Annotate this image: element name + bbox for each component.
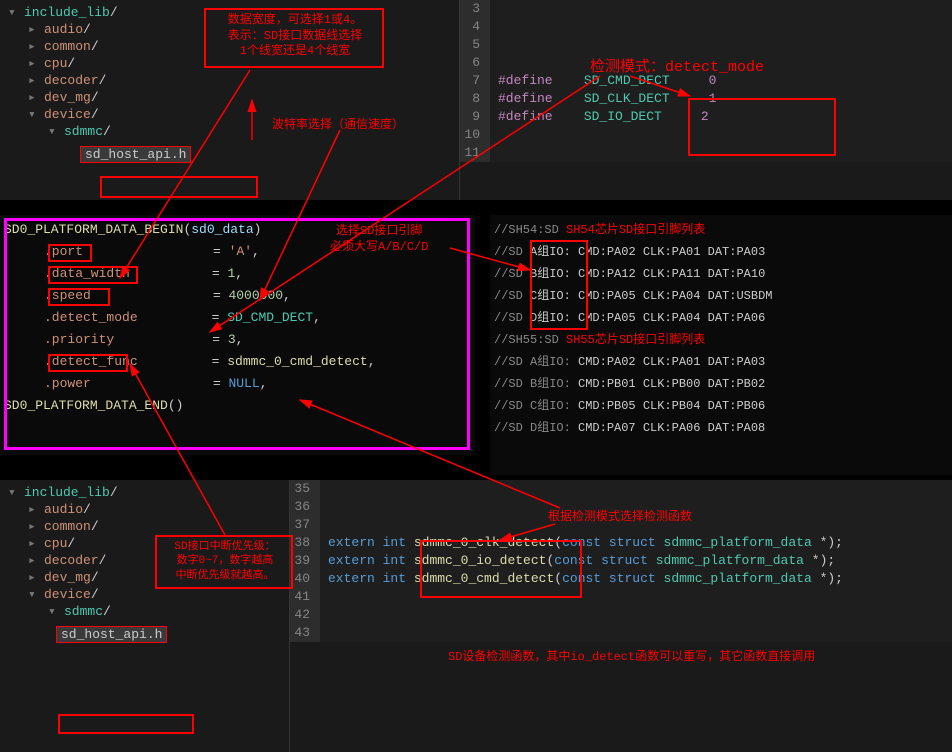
struct-begin: SD0_PLATFORM_DATA_BEGIN(sd0_data) [4, 219, 471, 241]
line-number: 38 [290, 534, 320, 552]
code-line [490, 36, 952, 54]
code-line [320, 588, 952, 606]
tree-item-device[interactable]: ▾device/ [8, 106, 451, 123]
line-number: 10 [460, 126, 490, 144]
line-number: 3 [460, 0, 490, 18]
struct-field: .detect_func= sdmmc_0_cmd_detect, [4, 351, 471, 373]
line-number: 7 [460, 72, 490, 90]
io-row: //SD D组IO: CMD:PA05 CLK:PA04 DAT:PA06 [494, 307, 948, 329]
tree-item-common[interactable]: ▸common/ [8, 518, 281, 535]
struct-end: SD0_PLATFORM_DATA_END() [4, 395, 471, 417]
line-number: 42 [290, 606, 320, 624]
line-number: 39 [290, 552, 320, 570]
file-highlight: sd_host_api.h [80, 146, 191, 163]
struct-field: .data_width= 1, [4, 263, 471, 285]
tree-item-audio[interactable]: ▸audio/ [8, 21, 451, 38]
code-line [320, 516, 952, 534]
io-row: //SD B组IO: CMD:PB01 CLK:PB00 DAT:PB02 [494, 373, 948, 395]
code-line: extern int sdmmc_0_clk_detect(const stru… [320, 534, 952, 552]
code-line [490, 18, 952, 36]
struct-field: .power= NULL, [4, 373, 471, 395]
code-line [320, 480, 952, 498]
line-number: 40 [290, 570, 320, 588]
io-row: //SD D组IO: CMD:PA07 CLK:PA06 DAT:PA08 [494, 417, 948, 439]
tree-item-common[interactable]: ▸common/ [8, 38, 451, 55]
tree-item-audio[interactable]: ▸audio/ [8, 501, 281, 518]
tree-item-decoder[interactable]: ▸decoder/ [8, 552, 281, 569]
tree-item-dev_mg[interactable]: ▸dev_mg/ [8, 569, 281, 586]
tree-item-decoder[interactable]: ▸decoder/ [8, 72, 451, 89]
code-line: extern int sdmmc_0_cmd_detect(const stru… [320, 570, 952, 588]
code-line: #define SD_IO_DECT 2 [490, 108, 952, 126]
code-line [320, 624, 952, 642]
struct-field: .speed= 4000000, [4, 285, 471, 307]
code-line [490, 126, 952, 144]
io-row: //SD C组IO: CMD:PB05 CLK:PB04 DAT:PB06 [494, 395, 948, 417]
tree-item-cpu[interactable]: ▸cpu/ [8, 535, 281, 552]
line-number: 35 [290, 480, 320, 498]
line-number: 5 [460, 36, 490, 54]
struct-field: .detect_mode= SD_CMD_DECT, [4, 307, 471, 329]
comment-header: //SH54:SD SH54芯片SD接口引脚列表 [494, 219, 948, 241]
tree-item-dev_mg[interactable]: ▸dev_mg/ [8, 89, 451, 106]
io-row: //SD A组IO: CMD:PA02 CLK:PA01 DAT:PA03 [494, 241, 948, 263]
io-row: //SD B组IO: CMD:PA12 CLK:PA11 DAT:PA10 [494, 263, 948, 285]
file-highlight-2: sd_host_api.h [56, 626, 167, 643]
io-row: //SD C组IO: CMD:PA05 CLK:PA04 DAT:USBDM [494, 285, 948, 307]
tree-item-device[interactable]: ▾device/ [8, 586, 281, 603]
code-line [320, 498, 952, 516]
io-row: //SD A组IO: CMD:PA02 CLK:PA01 DAT:PA03 [494, 351, 948, 373]
tree-item-sdmmc[interactable]: ▾sdmmc/ [8, 123, 451, 140]
line-number: 6 [460, 54, 490, 72]
line-number: 9 [460, 108, 490, 126]
code-line [490, 144, 952, 162]
code-line: #define SD_CMD_DECT 0 [490, 72, 952, 90]
tree-item-sdmmc[interactable]: ▾sdmmc/ [8, 603, 281, 620]
line-number: 37 [290, 516, 320, 534]
struct-field: .priority= 3, [4, 329, 471, 351]
line-number: 43 [290, 624, 320, 642]
struct-field: .port= 'A', [4, 241, 471, 263]
line-number: 41 [290, 588, 320, 606]
line-number: 36 [290, 498, 320, 516]
code-line [320, 606, 952, 624]
tree-item-include_lib[interactable]: ▾include_lib/ [8, 4, 451, 21]
comment-header: //SH55:SD SH55芯片SD接口引脚列表 [494, 329, 948, 351]
code-line [490, 0, 952, 18]
tree-item-cpu[interactable]: ▸cpu/ [8, 55, 451, 72]
line-number: 4 [460, 18, 490, 36]
line-number: 8 [460, 90, 490, 108]
line-number: 11 [460, 144, 490, 162]
code-line: extern int sdmmc_0_io_detect(const struc… [320, 552, 952, 570]
tree-item-include_lib[interactable]: ▾include_lib/ [8, 484, 281, 501]
code-line [490, 54, 952, 72]
code-line: #define SD_CLK_DECT 1 [490, 90, 952, 108]
